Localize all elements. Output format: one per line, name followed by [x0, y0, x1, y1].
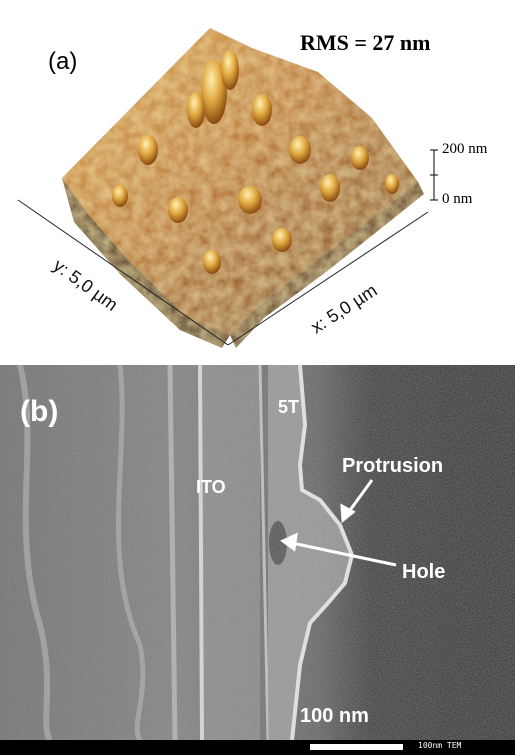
x-axis-line — [227, 211, 429, 346]
afm-peaks — [112, 50, 399, 274]
x-axis-label: x: 5,0 µm — [307, 280, 380, 337]
afm-axes — [17, 199, 429, 346]
z-top-label: 200 nm — [442, 141, 488, 157]
afm-panel: y: 5,0 µm x: 5,0 µm (a) RMS = 27 nm 200 … — [0, 0, 515, 365]
scale-bar — [310, 744, 403, 750]
hole-arrow — [291, 541, 397, 567]
afm-surface — [62, 28, 424, 348]
panel-b-label: (b) — [20, 395, 59, 428]
layer-5t-label: 5T — [278, 397, 300, 417]
afm-surface-plot: y: 5,0 µm x: 5,0 µm — [17, 28, 438, 348]
protrusion-label: Protrusion — [342, 455, 444, 477]
z-bottom-label: 0 nm — [442, 191, 473, 207]
y-axis-line — [17, 199, 229, 346]
panel-a-label: (a) — [48, 48, 78, 75]
info-bar-text: 100nm TEM — [418, 741, 462, 750]
annotation-arrows — [280, 479, 397, 567]
protrusion-arrow — [346, 479, 374, 514]
hole-label: Hole — [402, 561, 446, 583]
layer-ito-label: ITO — [196, 477, 226, 497]
sem-image — [0, 365, 515, 755]
rms-value: RMS = 27 nm — [300, 30, 431, 55]
sem-panel: (b) 5T ITO Protrusion Hole 100 nm 100nm … — [0, 365, 515, 755]
z-scale-bracket — [430, 149, 438, 201]
info-bar — [0, 740, 515, 755]
scale-bar-label: 100 nm — [300, 705, 369, 727]
